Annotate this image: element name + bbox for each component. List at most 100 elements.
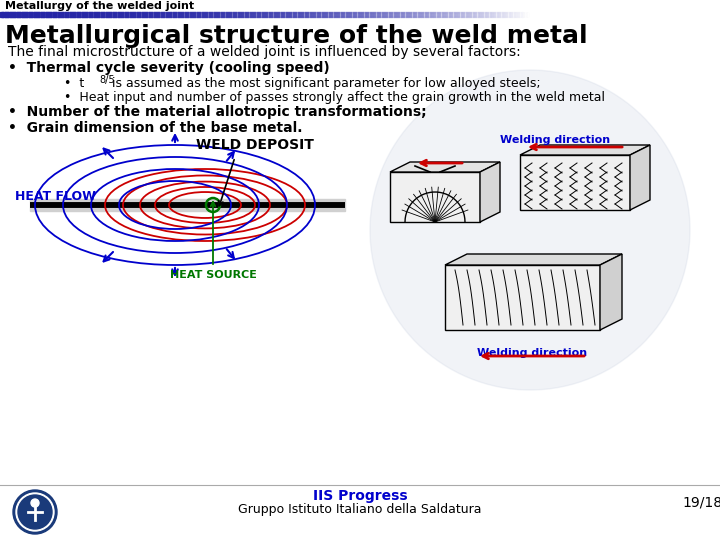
Bar	[619, 12, 623, 17]
Bar	[423, 12, 426, 17]
Bar	[405, 12, 409, 17]
Bar	[348, 12, 351, 17]
Bar	[163, 12, 166, 17]
Bar	[715, 12, 719, 17]
Bar	[691, 12, 695, 17]
Bar	[30, 199, 345, 211]
Bar	[17, 12, 20, 17]
Bar	[430, 12, 433, 17]
Bar	[650, 12, 654, 17]
Bar	[137, 12, 140, 17]
Bar	[441, 12, 445, 17]
Bar	[290, 12, 294, 17]
Bar	[48, 12, 51, 17]
Bar	[454, 12, 457, 17]
Bar	[711, 12, 714, 17]
Bar	[535, 12, 539, 17]
Bar	[72, 12, 76, 17]
Bar	[617, 12, 620, 17]
Bar	[670, 12, 673, 17]
Bar	[329, 12, 332, 17]
Bar	[542, 12, 546, 17]
Bar	[703, 12, 706, 17]
Bar	[336, 12, 339, 17]
Bar	[261, 12, 265, 17]
Bar	[286, 12, 289, 17]
Bar	[38, 12, 42, 17]
Circle shape	[16, 493, 54, 531]
Bar	[588, 12, 591, 17]
Bar	[641, 12, 644, 17]
Bar	[369, 12, 373, 17]
Bar	[117, 12, 121, 17]
Bar	[394, 12, 397, 17]
Bar	[153, 12, 157, 17]
Bar	[626, 12, 630, 17]
Bar	[634, 12, 637, 17]
Bar	[631, 12, 634, 17]
Polygon shape	[520, 145, 650, 155]
Bar	[151, 12, 155, 17]
Bar	[679, 12, 683, 17]
Bar	[103, 12, 107, 17]
Bar	[677, 12, 680, 17]
Bar	[437, 12, 440, 17]
Bar	[391, 12, 395, 17]
Bar	[554, 12, 558, 17]
Bar	[84, 12, 87, 17]
Circle shape	[18, 495, 52, 529]
Bar	[564, 12, 567, 17]
Bar	[254, 12, 258, 17]
Bar	[297, 12, 301, 17]
Bar	[221, 12, 224, 17]
Bar	[511, 12, 515, 17]
Bar	[713, 12, 716, 17]
Bar	[523, 12, 526, 17]
Bar	[235, 12, 238, 17]
Bar	[480, 12, 483, 17]
Bar	[718, 12, 720, 17]
Bar	[243, 12, 246, 17]
Polygon shape	[445, 254, 622, 265]
Text: 8/5: 8/5	[99, 75, 114, 85]
Bar	[415, 12, 418, 17]
Bar	[274, 12, 277, 17]
Text: 19/18: 19/18	[683, 496, 720, 510]
Bar	[377, 12, 380, 17]
Bar	[446, 12, 450, 17]
Bar	[547, 12, 551, 17]
Bar	[77, 12, 80, 17]
Bar	[135, 12, 138, 17]
Bar	[482, 12, 486, 17]
Bar	[295, 12, 299, 17]
Bar	[175, 12, 179, 17]
Bar	[456, 12, 459, 17]
Bar	[379, 12, 382, 17]
Bar	[655, 12, 659, 17]
Bar	[382, 12, 385, 17]
Bar	[74, 12, 78, 17]
Bar	[115, 12, 119, 17]
Bar	[533, 12, 536, 17]
Bar	[686, 12, 690, 17]
Bar	[192, 12, 195, 17]
Bar	[355, 12, 359, 17]
Bar	[468, 12, 472, 17]
Bar	[207, 12, 210, 17]
Bar	[598, 12, 601, 17]
Bar	[171, 12, 174, 17]
Bar	[173, 12, 176, 17]
Bar	[214, 12, 217, 17]
Bar	[12, 12, 15, 17]
Text: Metallurgical structure of the weld metal: Metallurgical structure of the weld meta…	[5, 24, 588, 48]
Bar	[403, 12, 407, 17]
Bar	[434, 12, 438, 17]
Bar	[427, 12, 431, 17]
Bar	[317, 12, 320, 17]
Bar	[675, 12, 678, 17]
Bar	[648, 12, 652, 17]
Bar	[396, 12, 400, 17]
Bar	[302, 12, 306, 17]
Bar	[504, 12, 508, 17]
Bar	[281, 12, 284, 17]
